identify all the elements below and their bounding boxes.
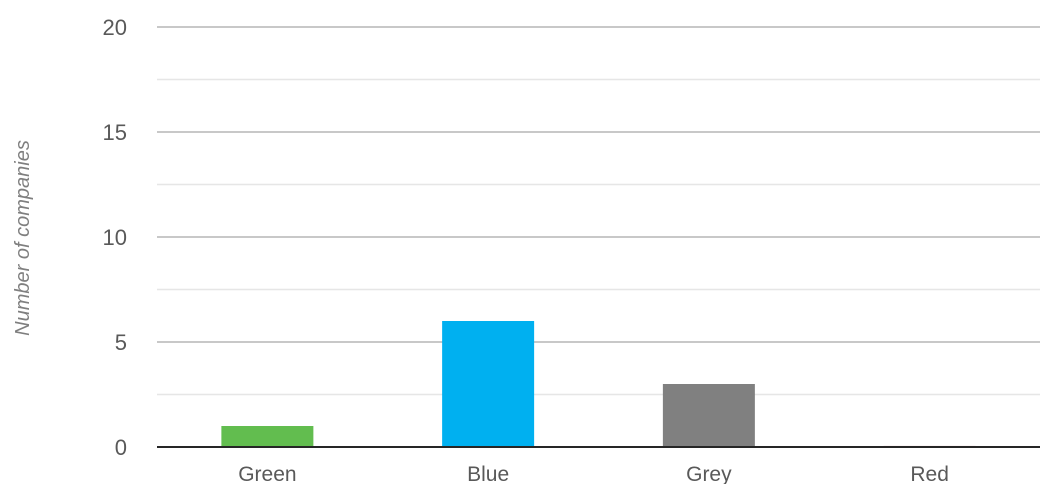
y-tick-label: 20 bbox=[103, 15, 127, 40]
x-category-label: Red bbox=[910, 463, 949, 484]
x-category-label: Green bbox=[238, 463, 296, 484]
gridlines bbox=[157, 26, 1040, 396]
x-category-label: Grey bbox=[686, 463, 732, 484]
x-category-label: Blue bbox=[467, 463, 509, 484]
y-tick-label: 0 bbox=[115, 435, 127, 460]
bar-green bbox=[221, 426, 314, 447]
y-axis-ticks: 0 5 10 15 20 bbox=[103, 15, 127, 460]
x-axis-categories: Green Blue Grey Red bbox=[238, 463, 949, 484]
bars bbox=[221, 321, 976, 447]
y-tick-label: 15 bbox=[103, 120, 127, 145]
bar-grey bbox=[662, 384, 755, 447]
y-tick-label: 10 bbox=[103, 225, 127, 250]
y-axis-title: Number of companies bbox=[12, 140, 34, 336]
bar-blue bbox=[442, 321, 535, 447]
y-tick-label: 5 bbox=[115, 330, 127, 355]
